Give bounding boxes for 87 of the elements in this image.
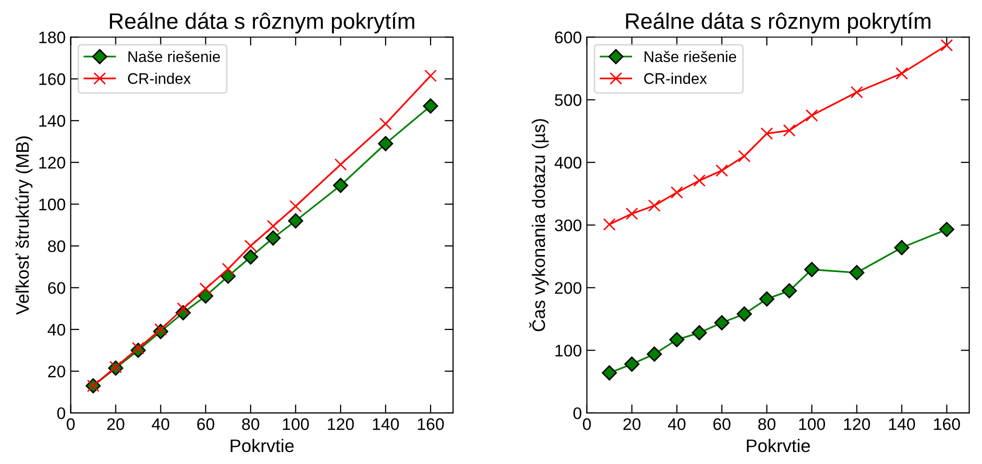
point (940, 39, 953, 52)
x-tick-label: 160 (418, 418, 444, 430)
point (716, 164, 728, 177)
point (222, 262, 234, 276)
point (243, 249, 258, 265)
point (693, 174, 706, 187)
y-tick-label: 60 (48, 282, 66, 294)
y-axis-title: Veľkosť štruktúry (MB) (15, 136, 32, 315)
legend-label: CR-index (644, 72, 707, 84)
point (850, 86, 864, 98)
y-tick-label: 600 (555, 32, 582, 44)
point (804, 262, 820, 278)
legend-label: CR-index (128, 72, 191, 84)
y-tick-label: 40 (48, 324, 66, 336)
chart-title: Reálne dáta s rôznym pokrytím (110, 12, 414, 34)
x-tick-label: 40 (668, 418, 686, 430)
y-tick-label: 100 (555, 344, 582, 357)
point (760, 127, 774, 140)
point (422, 98, 438, 114)
y-tick-label: 20 (48, 366, 66, 378)
point (849, 265, 864, 280)
x-tick-label: 100 (282, 418, 309, 430)
point (648, 199, 661, 212)
point (624, 356, 640, 372)
point (154, 323, 167, 336)
point (334, 158, 347, 171)
point (602, 365, 617, 380)
point (603, 218, 616, 231)
point (714, 315, 730, 330)
x-tick-label: 20 (107, 418, 124, 430)
y-tick-label: 200 (555, 282, 582, 294)
x-tick-label: 80 (242, 418, 260, 430)
x-tick-label: 80 (758, 418, 776, 430)
point (896, 67, 908, 80)
point (782, 283, 797, 298)
point (378, 136, 394, 152)
point (199, 282, 212, 295)
legend-label: Naše riešenie (128, 50, 220, 62)
x-tick-label: 0 (582, 418, 591, 430)
y-tick-label: 140 (39, 115, 66, 127)
point (266, 220, 280, 232)
x-tick-label: 40 (152, 418, 170, 430)
y-tick-label: 500 (554, 94, 582, 106)
y-tick-label: 0 (573, 407, 582, 420)
y-tick-label: 300 (554, 219, 582, 232)
point (738, 150, 751, 162)
point (626, 208, 638, 220)
point (939, 222, 954, 237)
point (288, 213, 304, 228)
chart-title: Reálne dáta s rôznym pokrytím (626, 12, 930, 34)
point (646, 346, 662, 362)
point (692, 325, 707, 340)
point (379, 118, 392, 130)
x-tick-label: 60 (197, 418, 214, 430)
point (333, 178, 348, 193)
x-axis-title: Pokrvtie (230, 438, 294, 452)
x-tick-label: 100 (799, 418, 826, 430)
y-tick-label: 80 (48, 240, 66, 252)
point (783, 124, 796, 137)
point (759, 291, 774, 307)
legend-label: Naše riešenie (644, 50, 736, 62)
y-tick-label: 0 (57, 407, 66, 420)
point (424, 70, 437, 82)
y-tick-label: 100 (39, 198, 66, 210)
point (289, 200, 302, 212)
point (806, 109, 818, 122)
point (132, 342, 144, 354)
point (669, 332, 684, 348)
point (894, 240, 910, 256)
point (670, 186, 684, 199)
x-tick-label: 140 (372, 418, 399, 430)
x-tick-label: 160 (934, 418, 960, 430)
x-tick-label: 20 (623, 418, 640, 430)
x-tick-label: 140 (889, 418, 916, 430)
y-tick-label: 120 (39, 156, 66, 169)
x-axis-title: Pokrvtie (746, 438, 810, 452)
point (736, 306, 752, 322)
x-tick-label: 0 (66, 418, 75, 430)
y-axis-title: Čas vykonania dotazu (µs) (529, 119, 549, 332)
x-tick-label: 120 (844, 418, 870, 430)
y-tick-label: 160 (39, 73, 66, 86)
point (266, 230, 281, 246)
y-tick-label: 180 (39, 32, 66, 44)
point (244, 240, 257, 252)
x-tick-label: 60 (713, 418, 730, 430)
x-tick-label: 120 (328, 418, 354, 430)
y-tick-label: 400 (554, 156, 582, 169)
